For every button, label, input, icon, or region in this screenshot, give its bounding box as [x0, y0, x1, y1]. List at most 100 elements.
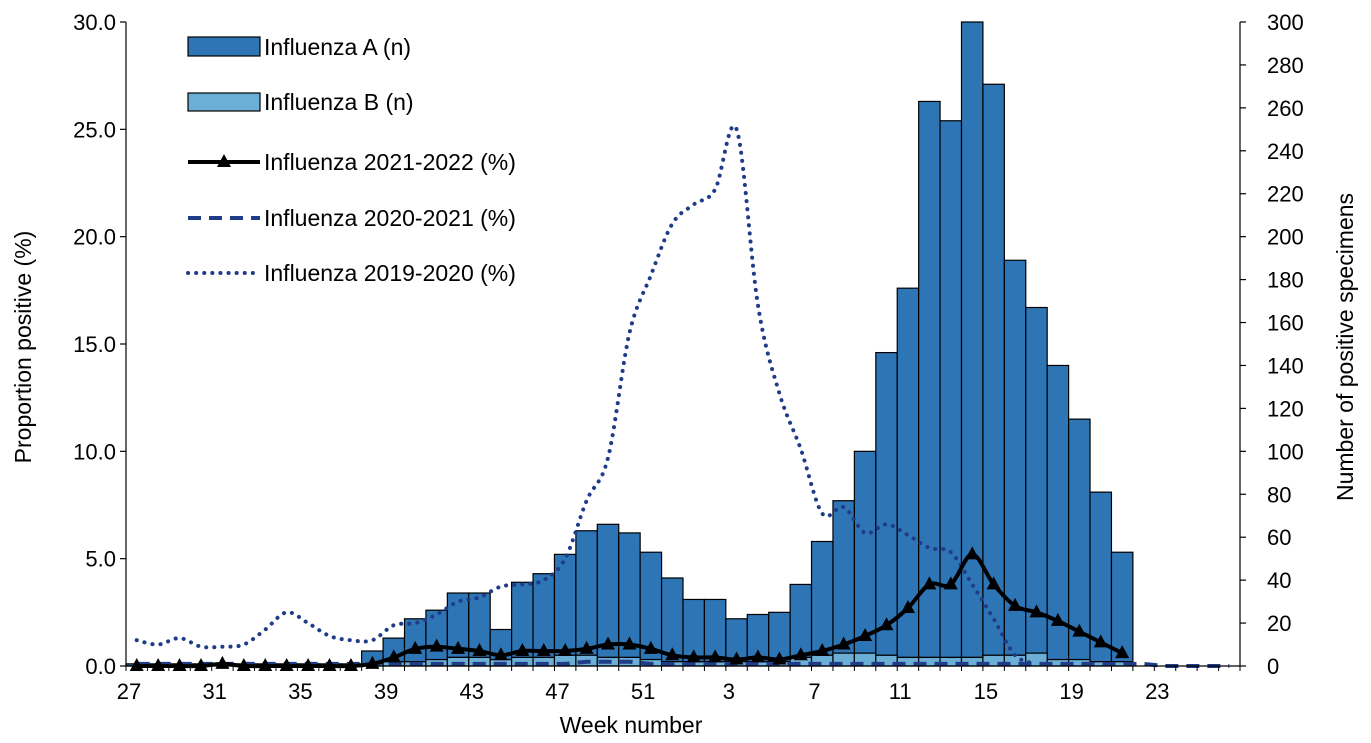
marker-2021-2022: [558, 642, 573, 656]
marker-2021-2022: [515, 642, 530, 656]
marker-2021-2022: [943, 576, 958, 590]
x-tick-label: 35: [288, 679, 312, 704]
y-right-tick-label: 300: [1267, 10, 1304, 35]
y-right-tick-label: 140: [1267, 353, 1304, 378]
legend-swatch-influenza-a: [187, 36, 261, 57]
x-tick-label: 31: [202, 679, 226, 704]
y-left-tick-label: 25.0: [73, 117, 116, 142]
legend-item-2020-2021: Influenza 2020-2021 (%): [188, 205, 516, 231]
x-tick-label: 11: [889, 679, 912, 704]
marker-2021-2022: [172, 658, 187, 671]
x-tick-label: 7: [808, 679, 820, 704]
y-left-tick-label: 20.0: [73, 225, 116, 250]
marker-2021-2022: [258, 658, 273, 671]
x-tick-label: 27: [117, 679, 141, 704]
marker-2021-2022: [1029, 604, 1044, 618]
marker-2021-2022: [493, 647, 508, 661]
marker-2021-2022: [151, 658, 166, 671]
x-tick-label: 15: [974, 679, 998, 704]
y-axis-left-title: Proportion positive (%): [10, 231, 36, 464]
line-influenza-2019-2020: [134, 124, 1039, 666]
influenza-a-bars: [125, 21, 1134, 667]
marker-2021-2022: [1008, 597, 1023, 611]
y-right-tick-label: 160: [1267, 311, 1304, 336]
y-right-tick-label: 240: [1267, 139, 1304, 164]
line-influenza-2020-2021: [136, 659, 1230, 668]
marker-2021-2022: [301, 658, 316, 671]
marker-2021-2022: [601, 636, 616, 650]
y-right-tick-label: 80: [1267, 482, 1291, 507]
marker-2021-2022: [1115, 645, 1130, 659]
legend-item-influenza-b: Influenza B (n): [187, 89, 414, 115]
legend-item-2019-2020: Influenza 2019-2020 (%): [186, 260, 516, 286]
bar-influenza-a: [575, 530, 598, 656]
marker-2021-2022: [986, 576, 1001, 590]
y-right-tick-label: 200: [1267, 225, 1304, 250]
legend-label-influenza-a: Influenza A (n): [264, 34, 411, 60]
legend-label-influenza-b: Influenza B (n): [264, 89, 414, 115]
marker-2021-2022: [965, 546, 980, 560]
marker-2021-2022: [879, 617, 894, 631]
marker-2021-2022: [1093, 634, 1108, 648]
y-left-tick-label: 0.0: [85, 654, 116, 679]
marker-2021-2022: [686, 649, 701, 663]
marker-2021-2022: [900, 600, 915, 614]
y-left-tick-label: 10.0: [73, 439, 116, 464]
bar-influenza-a: [403, 618, 427, 663]
marker-2021-2022: [1050, 612, 1065, 626]
marker-2021-2022: [922, 576, 937, 590]
bar-influenza-a: [1025, 306, 1048, 654]
legend-item-influenza-a: Influenza A (n): [187, 34, 411, 60]
marker-2021-2022: [129, 658, 144, 671]
marker-2021-2022: [193, 658, 208, 671]
legend-label-2019-2020: Influenza 2019-2020 (%): [264, 260, 516, 286]
marker-2021-2022: [836, 636, 851, 650]
marker-2021-2022: [622, 636, 637, 650]
y-right-tick-label: 180: [1267, 268, 1304, 293]
legend-label-2020-2021: Influenza 2020-2021 (%): [264, 205, 516, 231]
x-tick-label: 43: [460, 679, 484, 704]
marker-2021-2022: [536, 642, 551, 656]
marker-2021-2022: [1072, 623, 1087, 637]
marker-2021-2022: [472, 642, 487, 656]
y-axis-right-title: Number of positive specimens: [1332, 193, 1358, 501]
y-right-tick-label: 280: [1267, 53, 1304, 78]
y-left-tick-label: 5.0: [85, 547, 116, 572]
marker-2021-2022: [643, 640, 658, 654]
bar-influenza-a: [875, 351, 898, 656]
y-right-tick-label: 20: [1267, 611, 1291, 636]
marker-2021-2022: [815, 642, 830, 656]
marker-2021-2022: [793, 647, 808, 661]
y-left-tick-label: 30.0: [73, 10, 116, 35]
x-tick-label: 47: [545, 679, 569, 704]
bar-influenza-a: [853, 450, 877, 654]
marker-2021-2022: [408, 640, 423, 654]
legend-label-2021-2022: Influenza 2021-2022 (%): [264, 149, 516, 175]
bar-influenza-a: [425, 609, 448, 661]
y-right-tick-label: 120: [1267, 396, 1304, 421]
legend-triangle-marker: [217, 154, 231, 167]
marker-2021-2022: [579, 640, 594, 654]
bar-influenza-a: [918, 100, 941, 659]
x-tick-label: 3: [723, 679, 735, 704]
marker-2021-2022: [236, 658, 251, 671]
marker-2021-2022: [343, 658, 358, 671]
marker-2021-2022: [322, 658, 337, 671]
bar-influenza-a: [1068, 418, 1091, 661]
marker-2021-2022: [729, 651, 744, 665]
marker-2021-2022: [451, 640, 466, 654]
y-left-tick-label: 15.0: [73, 332, 116, 357]
y-right-tick-label: 220: [1267, 182, 1304, 207]
marker-2021-2022: [386, 649, 401, 663]
x-tick-label: 51: [631, 679, 655, 704]
legend-item-2021-2022: Influenza 2021-2022 (%): [188, 149, 516, 175]
marker-2021-2022: [429, 638, 444, 652]
y-right-tick-label: 260: [1267, 96, 1304, 121]
x-tick-label: 19: [1059, 679, 1083, 704]
y-right-tick-label: 100: [1267, 439, 1304, 464]
axes: [120, 21, 1246, 671]
y-right-tick-label: 60: [1267, 525, 1291, 550]
x-tick-label: 39: [374, 679, 398, 704]
legend: Influenza A (n) Influenza B (n) Influenz…: [186, 34, 516, 286]
